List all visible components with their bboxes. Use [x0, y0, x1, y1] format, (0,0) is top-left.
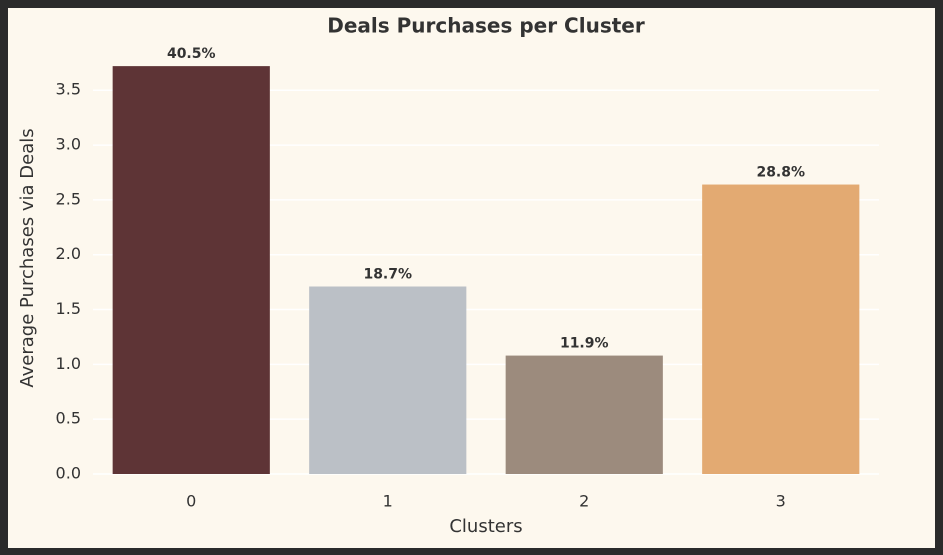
- data-label: 28.8%: [756, 165, 805, 181]
- x-tick-label: 2: [579, 492, 589, 511]
- data-label: 11.9%: [560, 336, 609, 352]
- y-tick-label: 2.0: [56, 244, 81, 263]
- x-axis-label: Clusters: [449, 516, 522, 537]
- x-tick-label: 0: [186, 492, 196, 511]
- bar: [505, 355, 663, 474]
- y-tick-label: 3.0: [56, 135, 81, 154]
- y-tick-label: 3.5: [56, 80, 81, 99]
- y-tick-label: 1.5: [56, 299, 81, 318]
- bar: [112, 66, 270, 474]
- y-tick-label: 0.0: [56, 464, 81, 483]
- y-axis-label: Average Purchases via Deals: [17, 128, 38, 387]
- x-tick-label: 3: [776, 492, 786, 511]
- bar: [702, 184, 860, 474]
- data-label: 40.5%: [167, 46, 216, 62]
- y-tick-label: 0.5: [56, 409, 81, 428]
- y-tick-label: 1.0: [56, 354, 81, 373]
- y-tick-label: 2.5: [56, 189, 81, 208]
- x-tick-label: 1: [383, 492, 393, 511]
- chart-title: Deals Purchases per Cluster: [327, 14, 645, 38]
- bar: [309, 286, 467, 474]
- data-label: 18.7%: [363, 267, 412, 283]
